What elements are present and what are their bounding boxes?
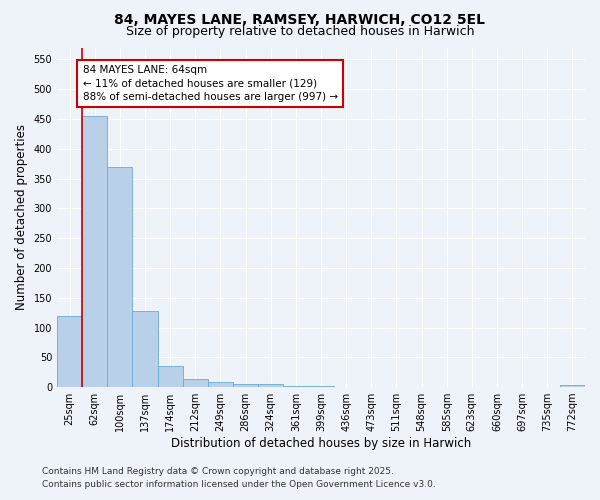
X-axis label: Distribution of detached houses by size in Harwich: Distribution of detached houses by size … bbox=[171, 437, 471, 450]
Bar bbox=[283, 386, 308, 387]
Bar bbox=[133, 312, 158, 387]
Bar bbox=[183, 378, 208, 387]
Bar bbox=[82, 116, 107, 387]
Y-axis label: Number of detached properties: Number of detached properties bbox=[15, 124, 28, 310]
Bar bbox=[258, 384, 283, 387]
Text: 84, MAYES LANE, RAMSEY, HARWICH, CO12 5EL: 84, MAYES LANE, RAMSEY, HARWICH, CO12 5E… bbox=[115, 12, 485, 26]
Text: Size of property relative to detached houses in Harwich: Size of property relative to detached ho… bbox=[126, 25, 474, 38]
Bar bbox=[208, 382, 233, 387]
Text: Contains HM Land Registry data © Crown copyright and database right 2025.
Contai: Contains HM Land Registry data © Crown c… bbox=[42, 468, 436, 489]
Bar bbox=[57, 316, 82, 387]
Bar bbox=[560, 386, 585, 387]
Bar bbox=[233, 384, 258, 387]
Bar bbox=[107, 166, 133, 387]
Bar bbox=[158, 366, 183, 387]
Bar bbox=[308, 386, 334, 387]
Text: 84 MAYES LANE: 64sqm
← 11% of detached houses are smaller (129)
88% of semi-deta: 84 MAYES LANE: 64sqm ← 11% of detached h… bbox=[83, 66, 338, 102]
